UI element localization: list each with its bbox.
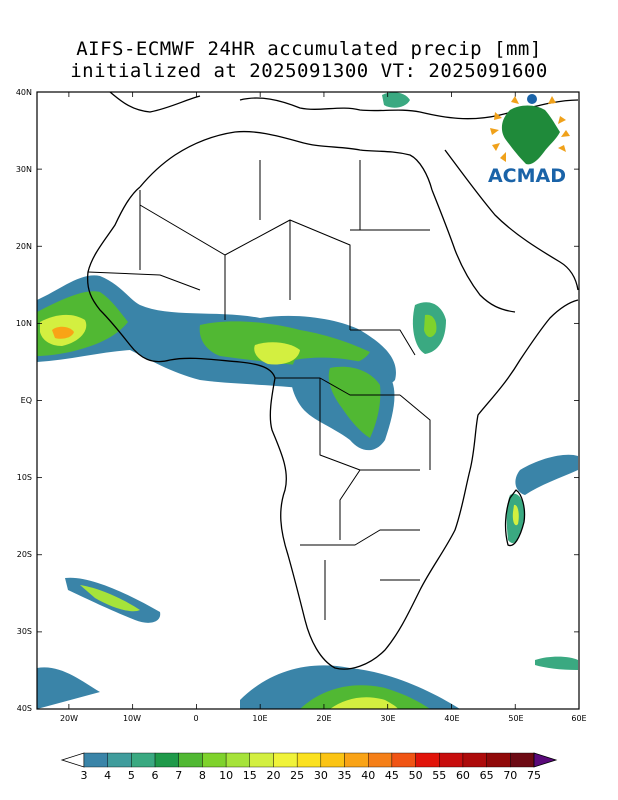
colorbar-label: 30: [314, 769, 328, 782]
lat-label-30s: 30S: [17, 627, 32, 636]
colorbar-label: 70: [503, 769, 517, 782]
colorbar-box: [320, 752, 345, 768]
logo-africa-shape: [501, 105, 560, 165]
colorbar-label: 4: [104, 769, 111, 782]
colorbar-labels: 3 4 5 6 7 8 10 15 20 25 30 35 40 45 50 55 60 65 70 75: [81, 769, 542, 782]
lat-label-20n: 20N: [16, 242, 32, 251]
lat-label-30n: 30N: [16, 165, 32, 174]
colorbar-box: [83, 752, 108, 768]
lat-label-20s: 20S: [17, 550, 32, 559]
colorbar-box: [296, 752, 322, 768]
latitude-labels: 40N 30N 20N 10N EQ 10S 20S 30S 40S: [16, 88, 32, 713]
map-title-line-2: initialized at 2025091300 VT: 2025091600: [70, 60, 548, 82]
lon-label-30e: 30E: [380, 714, 395, 723]
colorbar-label: 5: [128, 769, 135, 782]
colorbar-box: [273, 752, 298, 768]
lon-label-10e: 10E: [252, 714, 267, 723]
precip-area-mediterranean: [382, 92, 410, 108]
lat-label-10n: 10N: [16, 319, 32, 328]
axis-ticks: [37, 91, 580, 710]
colorbar-box: [368, 752, 393, 768]
colorbar-under-triangle: [60, 752, 85, 768]
colorbar-box: [131, 752, 156, 768]
colorbar-box: [107, 752, 132, 768]
colorbar-label: 6: [152, 769, 159, 782]
colorbar-box: [439, 752, 464, 768]
precip-field-layer: [37, 92, 578, 709]
lat-label-40n: 40N: [16, 88, 32, 97]
precip-area-southern-ocean: [37, 667, 100, 709]
lon-label-10w: 10W: [123, 714, 141, 723]
lat-label-10s: 10S: [17, 473, 32, 482]
lat-label-eq: EQ: [21, 396, 32, 405]
madagascar-coast: [504, 489, 526, 547]
colorbar-box: [462, 752, 487, 768]
colorbar-box: [486, 752, 511, 768]
africa-coastline: [86, 186, 579, 670]
colorbar-box: [344, 752, 369, 768]
precip-area-south-atlantic-core: [80, 585, 140, 612]
colorbar-label: 50: [409, 769, 423, 782]
precip-area-atlantic-max: [52, 326, 74, 339]
precip-area-madagascar-core: [512, 504, 519, 526]
colorbar-box: [415, 752, 440, 768]
precip-area-indian-ocean: [515, 454, 578, 495]
precip-area-ethiopia-core: [424, 314, 437, 338]
logo-droplet-icon: [527, 94, 537, 104]
colorbar-label: 45: [385, 769, 399, 782]
lon-label-50e: 50E: [508, 714, 523, 723]
precip-area-sahel-core: [254, 342, 300, 365]
colorbar-label: 15: [243, 769, 257, 782]
colorbar-label: 55: [432, 769, 446, 782]
red-sea-coast: [431, 189, 516, 313]
colorbar-box: [178, 752, 203, 768]
colorbar-boxes: [83, 752, 535, 768]
colorbar-box: [202, 752, 227, 768]
acmad-logo: ACMAD: [488, 94, 570, 187]
precip-area-congo-inner: [328, 366, 381, 438]
colorbar-label: 8: [199, 769, 206, 782]
lon-label-20e: 20E: [316, 714, 331, 723]
colorbar-label: 60: [456, 769, 470, 782]
lon-label-60e: 60E: [571, 714, 586, 723]
colorbar-label: 7: [175, 769, 182, 782]
lon-label-40e: 40E: [444, 714, 459, 723]
precip-area-south-africa-core: [330, 697, 398, 709]
colorbar-box: [510, 752, 535, 768]
north-africa-coast: [139, 130, 433, 191]
colorbar-label: 20: [266, 769, 280, 782]
colorbar-label: 75: [527, 769, 541, 782]
logo-sun-rays-icon: [490, 96, 570, 162]
arabia-coast: [444, 149, 579, 291]
colorbar-box: [225, 752, 250, 768]
colorbar-label: 40: [361, 769, 375, 782]
longitude-labels: 20W 10W 0 10E 20E 30E 40E 50E 60E: [60, 714, 587, 723]
logo-text: ACMAD: [488, 165, 566, 187]
colorbar-label: 65: [480, 769, 494, 782]
colorbar-over-triangle: [533, 752, 558, 768]
precip-area-south-africa-inner: [300, 685, 430, 709]
precip-area-southwest-ocean: [535, 656, 578, 670]
country-borders: [87, 160, 431, 620]
colorbar-label: 10: [219, 769, 233, 782]
colorbar-label: 3: [81, 769, 88, 782]
colorbar-label: 35: [338, 769, 352, 782]
colorbar-box: [391, 752, 416, 768]
colorbar-label: 25: [290, 769, 304, 782]
lon-label-0: 0: [193, 714, 198, 723]
lat-label-40s: 40S: [17, 704, 32, 713]
colorbar: 3 4 5 6 7 8 10 15 20 25 30 35 40 45 50 55 60 65 70 75: [60, 752, 558, 782]
lon-label-20w: 20W: [60, 714, 78, 723]
colorbar-box: [249, 752, 274, 768]
colorbar-box: [154, 752, 179, 768]
map-title-line-1: AIFS-ECMWF 24HR accumulated precip [mm]: [76, 38, 542, 60]
